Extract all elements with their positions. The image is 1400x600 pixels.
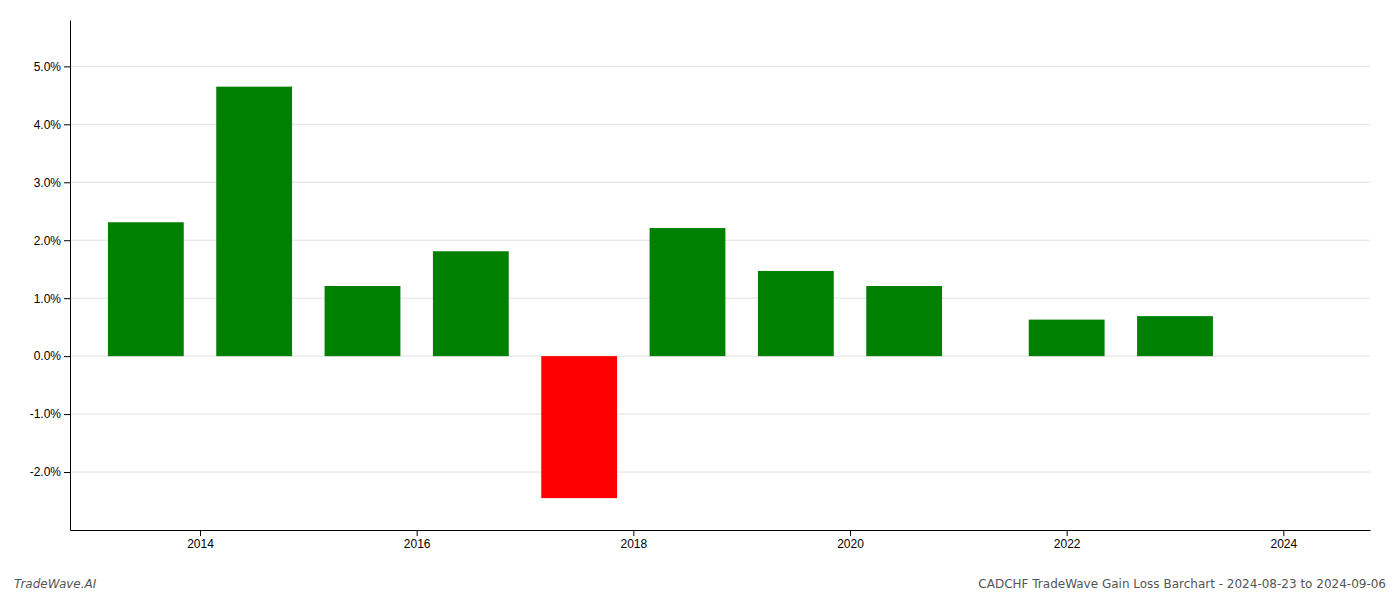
y-tick: -1.0% <box>30 407 70 421</box>
x-tick-label: 2016 <box>404 537 431 551</box>
x-tick-label: 2022 <box>1054 537 1081 551</box>
y-tick-label: 5.0% <box>34 60 62 74</box>
bar <box>325 286 401 356</box>
y-tick: 5.0% <box>34 60 70 74</box>
x-axis-line <box>71 530 1371 531</box>
footer-right: CADCHF TradeWave Gain Loss Barchart - 20… <box>978 577 1386 591</box>
y-tick: -2.0% <box>30 465 70 479</box>
y-tick: 2.0% <box>34 234 70 248</box>
y-tick-label: 1.0% <box>34 292 62 306</box>
footer-left: TradeWave.AI <box>14 577 97 591</box>
x-tick-mark <box>633 530 634 536</box>
grid-line <box>70 66 1370 67</box>
y-tick-label: 4.0% <box>34 118 62 132</box>
x-tick-mark <box>417 530 418 536</box>
y-tick-mark <box>64 66 70 67</box>
y-tick-mark <box>64 356 70 357</box>
x-tick-mark <box>1283 530 1284 536</box>
x-tick-label: 2024 <box>1270 537 1297 551</box>
y-tick: 0.0% <box>34 349 70 363</box>
y-tick-label: -1.0% <box>30 407 62 421</box>
grid <box>70 66 1370 472</box>
bar <box>216 87 292 356</box>
bar <box>541 356 617 498</box>
chart: -2.0%-1.0%0.0%1.0%2.0%3.0%4.0%5.0%201420… <box>0 0 1400 600</box>
x-tick: 2018 <box>620 530 647 551</box>
x-tick-mark <box>200 530 201 536</box>
bars <box>108 87 1213 498</box>
y-tick: 3.0% <box>34 176 70 190</box>
x-tick-label: 2018 <box>620 537 647 551</box>
x-tick-mark <box>850 530 851 536</box>
x-tick: 2014 <box>187 530 214 551</box>
y-axis: -2.0% -1.0% 0.0% 1.0% 2.0% 3.0% 4.0% 5.0% <box>30 21 71 531</box>
y-tick: 1.0% <box>34 292 70 306</box>
y-tick-mark <box>64 182 70 183</box>
y-tick-label: -2.0% <box>30 465 62 479</box>
y-tick-mark <box>64 124 70 125</box>
bar <box>108 222 184 356</box>
y-tick-mark <box>64 414 70 415</box>
y-tick-label: 3.0% <box>34 176 62 190</box>
x-axis: 2014 2016 2018 2020 2022 2024 <box>71 530 1371 551</box>
bar <box>866 286 942 356</box>
x-tick-label: 2014 <box>187 537 214 551</box>
y-tick-mark <box>64 472 70 473</box>
bar <box>650 228 726 356</box>
grid-line <box>70 472 1370 473</box>
x-tick: 2022 <box>1054 530 1081 551</box>
y-tick: 4.0% <box>34 118 70 132</box>
y-tick-mark <box>64 298 70 299</box>
x-tick: 2020 <box>837 530 864 551</box>
y-tick-mark <box>64 240 70 241</box>
x-tick-mark <box>1067 530 1068 536</box>
grid-line <box>70 414 1370 415</box>
bar <box>433 251 509 356</box>
y-tick-label: 0.0% <box>34 349 62 363</box>
y-axis-line <box>70 21 71 531</box>
x-tick: 2024 <box>1270 530 1297 551</box>
bar <box>758 271 834 356</box>
plot: -2.0%-1.0%0.0%1.0%2.0%3.0%4.0%5.0%201420… <box>30 21 1371 551</box>
x-tick-label: 2020 <box>837 537 864 551</box>
x-tick: 2016 <box>404 530 431 551</box>
bar <box>1137 316 1213 356</box>
bar <box>1029 320 1105 357</box>
y-tick-label: 2.0% <box>34 234 62 248</box>
